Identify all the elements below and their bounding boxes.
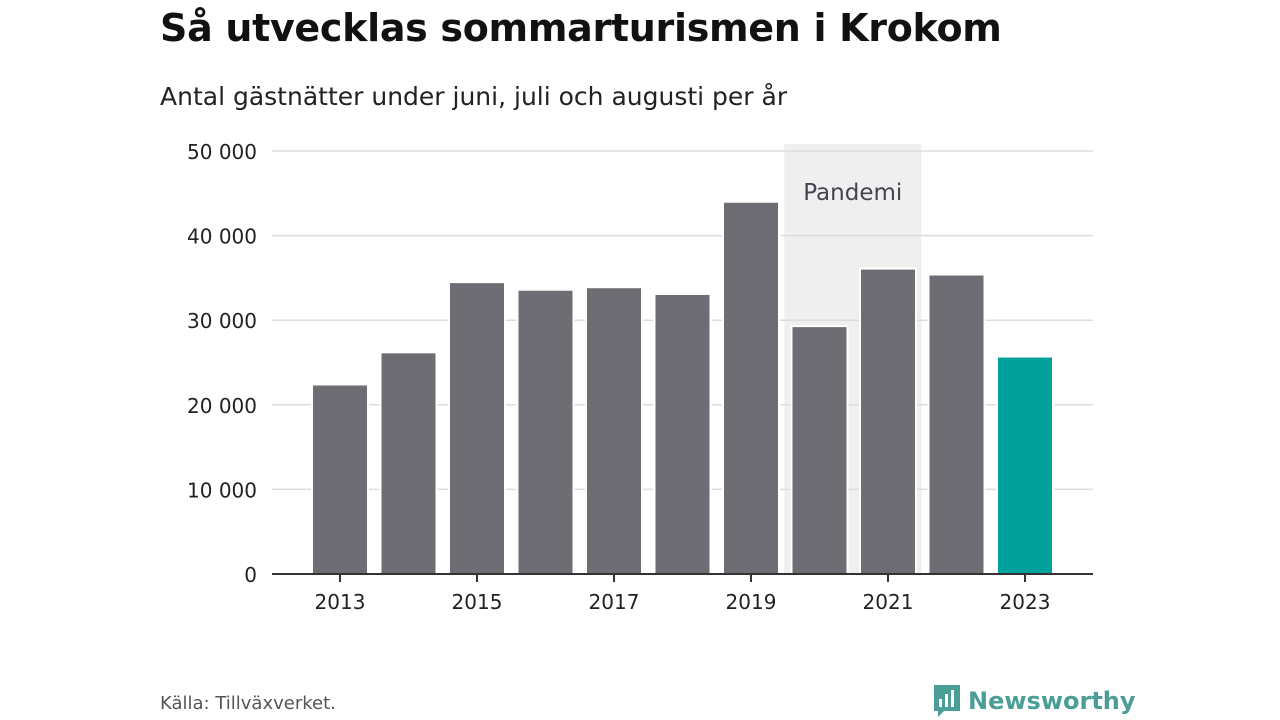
bar-2017 [585, 286, 643, 575]
x-tick-label: 2015 [452, 590, 503, 614]
x-tick-label: 2017 [589, 590, 640, 614]
y-tick-label: 0 [244, 563, 257, 587]
bar-2019 [722, 200, 780, 575]
y-tick-label: 30 000 [187, 309, 257, 333]
pandemic-label: Pandemi [803, 180, 902, 206]
newsworthy-logo-icon [934, 685, 960, 717]
chart-subtitle: Antal gästnätter under juni, juli och au… [160, 82, 788, 111]
y-tick-label: 50 000 [187, 140, 257, 164]
source-note: Källa: Tillväxverket. [160, 693, 336, 714]
y-tick-labels: 0 10 000 20 000 30 000 40 000 50 000 [187, 140, 257, 587]
bar-2021 [859, 267, 917, 575]
x-tick-label: 2013 [315, 590, 366, 614]
bar-chart: 0 10 000 20 000 30 000 40 000 50 000 2013 2015… [187, 140, 1093, 614]
bars [311, 200, 1054, 576]
brand-name: Newsworthy [968, 687, 1136, 715]
newsworthy-logo: Newsworthy [932, 683, 1136, 719]
bar-2013 [311, 383, 369, 575]
x-axis [272, 573, 1093, 582]
x-tick-label: 2023 [1000, 590, 1051, 614]
y-tick-label: 20 000 [187, 394, 257, 418]
bar-2018 [653, 292, 712, 575]
x-tick-label: 2021 [863, 590, 914, 614]
x-tick-label: 2019 [726, 590, 777, 614]
y-tick-label: 40 000 [187, 225, 257, 249]
bar-2015 [448, 281, 506, 575]
chart-title: Så utvecklas sommarturismen i Krokom [160, 6, 1002, 50]
bar-2022 [927, 273, 986, 575]
bar-2016 [516, 288, 575, 575]
bar-2023 [996, 355, 1054, 575]
x-tick-labels: 2013 2015 2017 2019 2021 2023 [315, 590, 1051, 614]
bar-2020 [790, 325, 849, 576]
bar-2014 [379, 351, 438, 575]
y-tick-label: 10 000 [187, 478, 257, 502]
annotation-layer: Pandemi [803, 180, 902, 206]
